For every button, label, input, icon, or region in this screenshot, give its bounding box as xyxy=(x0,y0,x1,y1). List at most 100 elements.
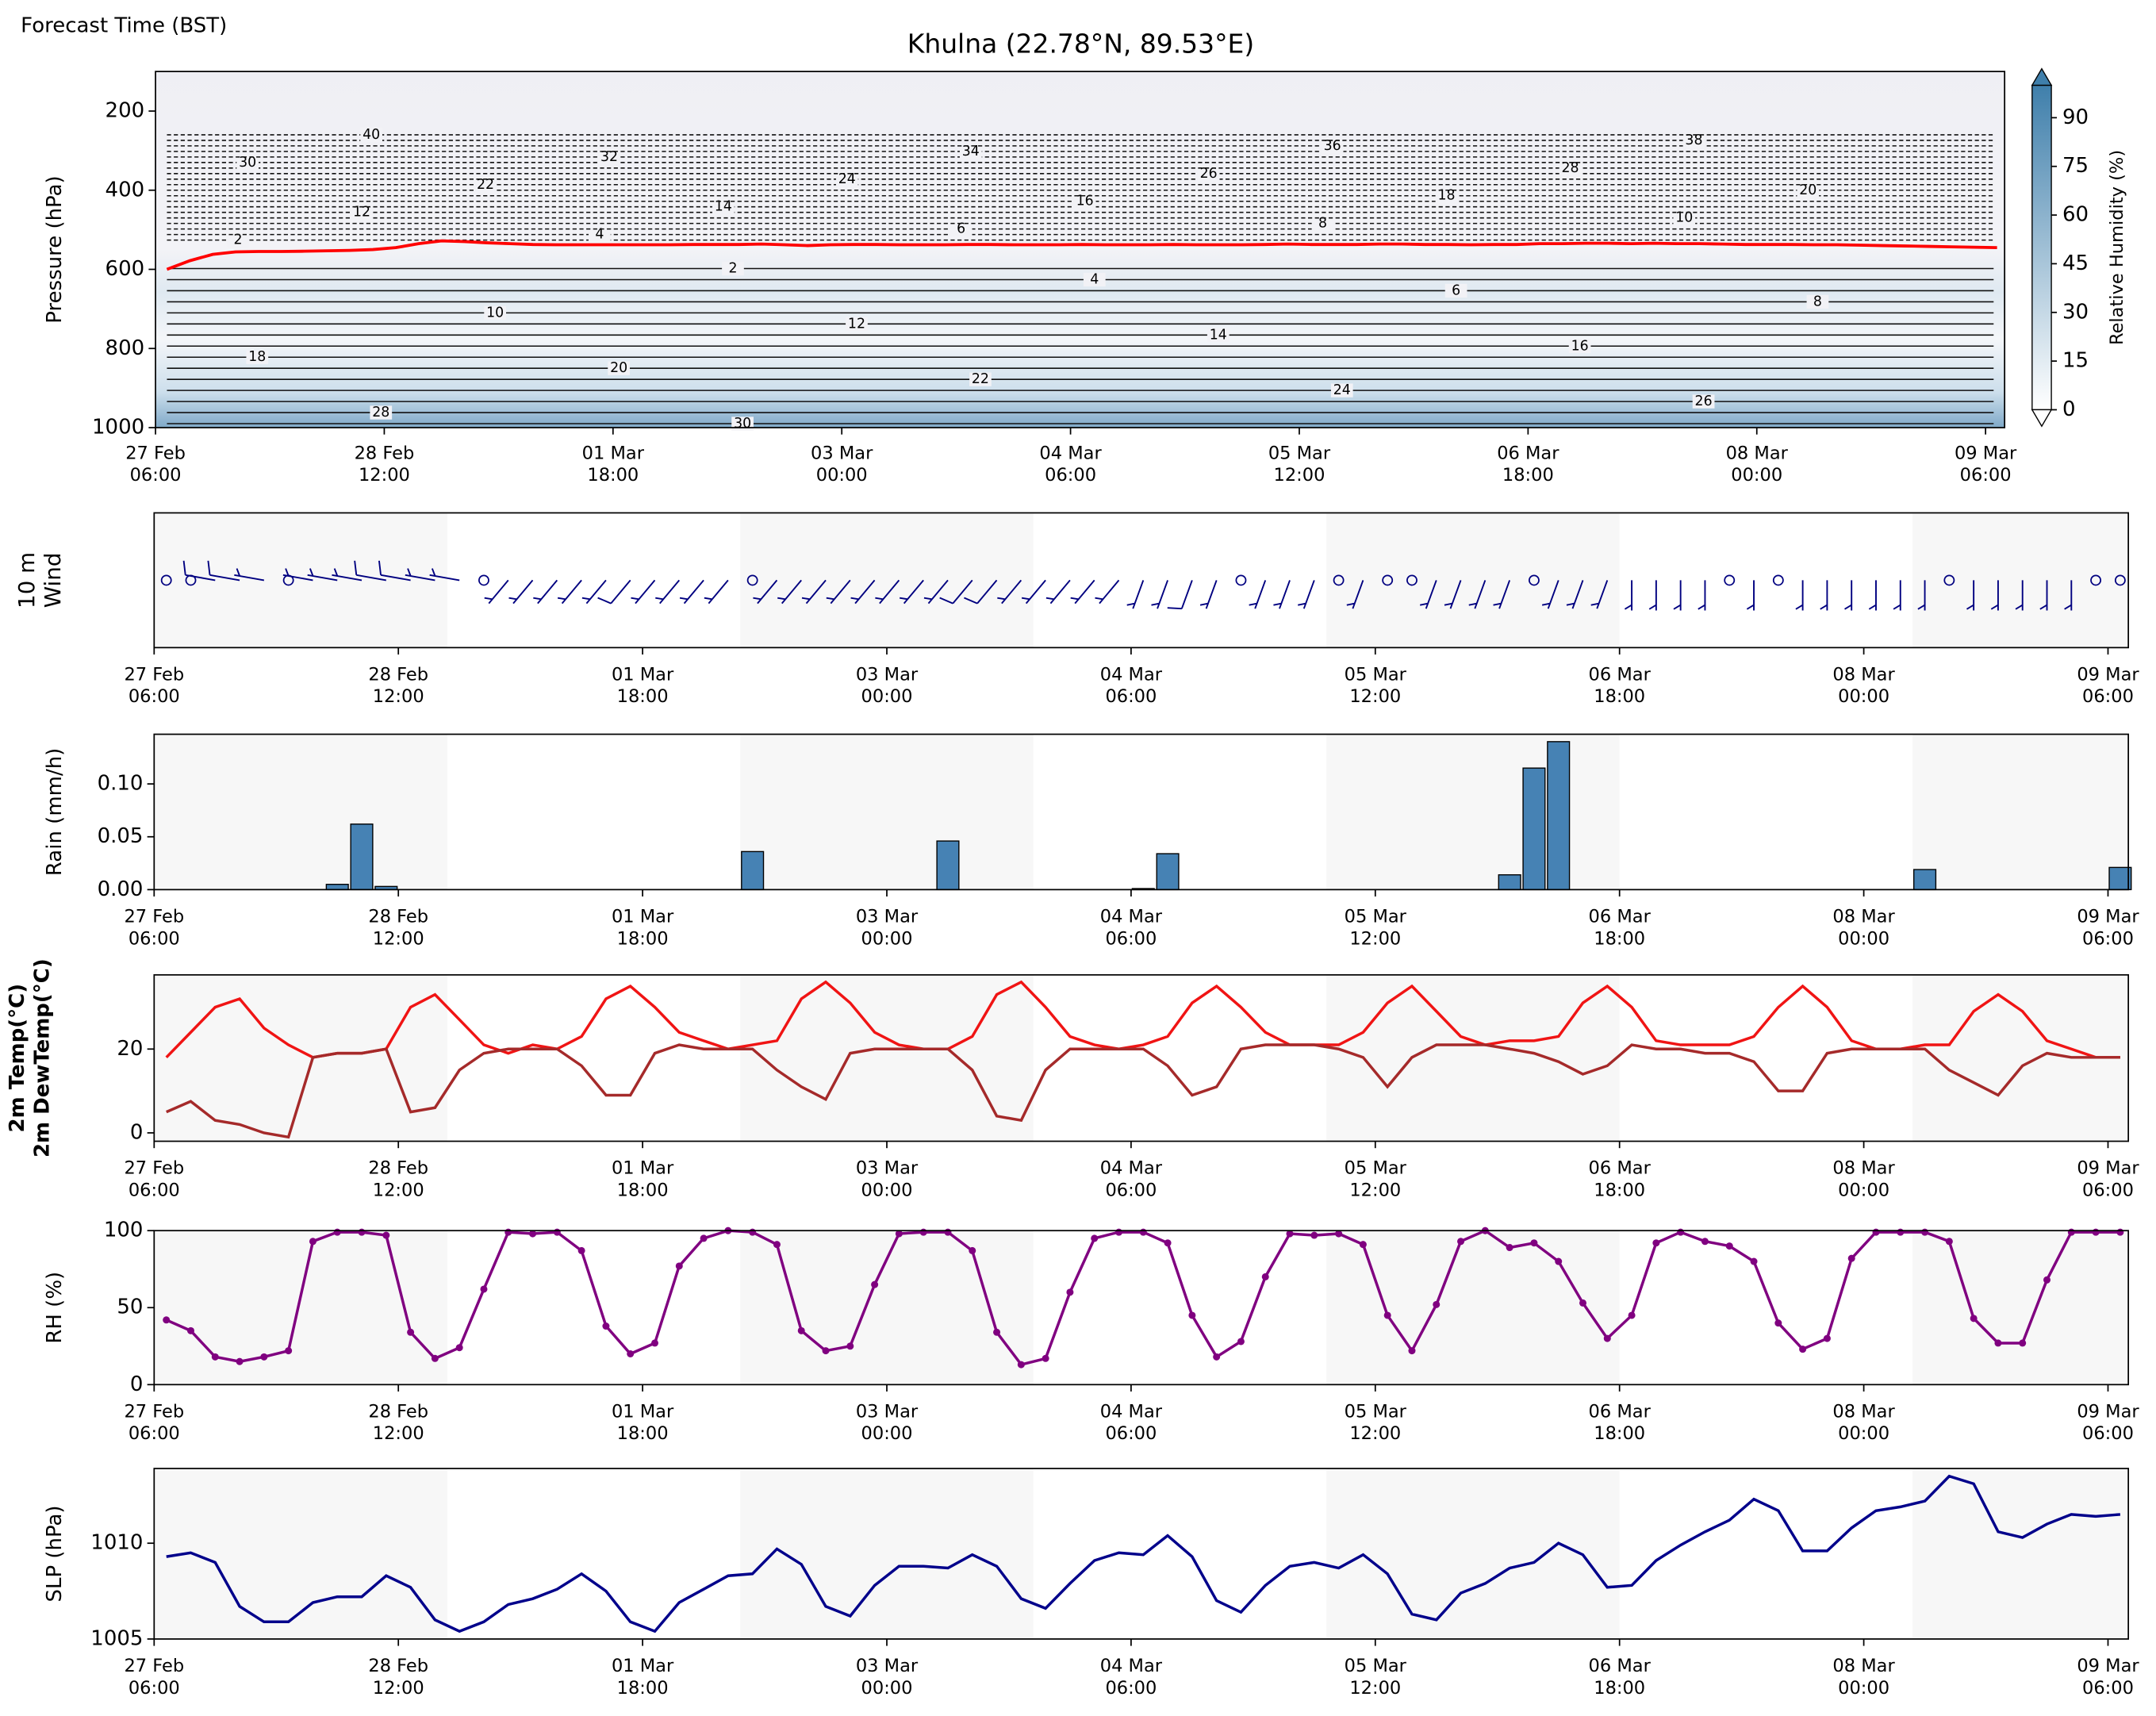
wind-barb xyxy=(2064,580,2073,611)
x-tick-label: 06:00 xyxy=(130,465,182,486)
colorbar-extend xyxy=(2031,67,2053,86)
point xyxy=(1310,1231,1318,1239)
isotherm-label: 24 xyxy=(838,171,856,187)
isotherm-label: 22 xyxy=(477,177,494,193)
isotherm-label: 8 xyxy=(1318,216,1327,232)
x-tick-label: 28 Feb xyxy=(355,443,415,463)
x-tick-label: 06 Mar xyxy=(1497,443,1559,463)
point xyxy=(1359,1241,1367,1249)
x-tick-label: 03 Mar xyxy=(856,664,919,685)
colorbar-tick-label: 90 xyxy=(2062,106,2089,129)
isotherm-label-bg xyxy=(969,372,992,386)
point xyxy=(1750,1257,1758,1265)
wind-calm xyxy=(1333,574,1345,586)
wind-barb xyxy=(484,579,509,605)
point xyxy=(1433,1300,1441,1308)
point xyxy=(1017,1361,1025,1369)
x-tick-label: 06 Mar xyxy=(1589,1401,1652,1422)
wind-barb xyxy=(1298,580,1315,609)
night-band xyxy=(1326,512,1620,648)
point xyxy=(1286,1230,1294,1238)
wind-barb xyxy=(1273,580,1291,609)
x-tick-label: 06:00 xyxy=(1960,465,2012,486)
isotherm-label: 2 xyxy=(234,232,243,248)
x-tick-label: 00:00 xyxy=(1838,1180,1889,1200)
wind-barb xyxy=(2039,580,2048,611)
point xyxy=(773,1241,781,1249)
x-tick-label: 28 Feb xyxy=(368,664,428,685)
wind-barb xyxy=(1126,580,1145,609)
point xyxy=(2067,1228,2075,1236)
x-tick-label: 05 Mar xyxy=(1345,664,1407,685)
x-tick-label: 12:00 xyxy=(359,465,410,486)
wind-calm xyxy=(746,574,758,586)
x-tick-label: 27 Feb xyxy=(124,907,184,927)
wind-barb xyxy=(1590,580,1609,609)
night-band xyxy=(740,974,1034,1142)
chart-title: Khulna (22.78°N, 89.53°E) xyxy=(907,29,1254,60)
isotherm-label: 30 xyxy=(734,416,751,432)
isotherm-label: 28 xyxy=(372,405,389,420)
isotherm-label: 32 xyxy=(600,149,618,165)
wind-barb xyxy=(850,579,876,605)
y-axis-label: 10 m xyxy=(13,552,40,608)
wind-calm xyxy=(160,574,172,586)
point xyxy=(504,1228,512,1236)
isotherm-label: 40 xyxy=(363,127,380,143)
point xyxy=(602,1323,610,1330)
wind-calm xyxy=(1382,574,1394,586)
x-tick-label: 06 Mar xyxy=(1589,1158,1652,1179)
night-band xyxy=(740,1468,1034,1639)
x-tick-label: 05 Mar xyxy=(1345,1158,1407,1179)
y-tick-label: 400 xyxy=(105,178,145,202)
wind-calm xyxy=(2114,574,2126,586)
wind-barb xyxy=(2015,580,2024,611)
y-axis-label: Pressure (hPa) xyxy=(43,175,67,323)
isotherm-label-bg xyxy=(588,227,611,242)
plot-frame xyxy=(155,71,2006,428)
isotherm-label-bg xyxy=(722,261,744,276)
wind-barb xyxy=(1868,580,1877,611)
point xyxy=(163,1316,171,1324)
y-tick-label: 0.05 xyxy=(98,824,144,848)
wind-barb xyxy=(1820,580,1828,611)
x-tick-label: 18:00 xyxy=(617,928,669,949)
colorbar-tick-label: 75 xyxy=(2062,154,2089,178)
point xyxy=(480,1285,488,1293)
colorbar-tick-label: 45 xyxy=(2062,251,2089,275)
x-tick-label: 00:00 xyxy=(861,686,913,707)
x-tick-label: 12:00 xyxy=(373,1423,424,1444)
x-tick-label: 00:00 xyxy=(1838,928,1889,949)
isotherm-label: 26 xyxy=(1200,166,1218,182)
plot-frame xyxy=(153,512,2130,649)
isotherm-label-bg xyxy=(1797,183,1820,198)
wind-barb xyxy=(307,568,338,582)
wind-barb xyxy=(875,579,900,605)
x-tick-label: 18:00 xyxy=(1594,686,1645,707)
x-tick-label: 06:00 xyxy=(2082,686,2134,707)
point xyxy=(1603,1334,1611,1342)
y-tick-label: 0.00 xyxy=(98,877,144,901)
point xyxy=(1897,1228,1905,1236)
wind-barb xyxy=(1990,580,1999,611)
point xyxy=(211,1353,219,1361)
y-tick-label: 0.10 xyxy=(98,772,144,796)
x-tick-label: 05 Mar xyxy=(1345,1401,1407,1422)
isotherm-label-bg xyxy=(835,172,858,186)
wind-barb xyxy=(557,579,582,605)
wind-barb xyxy=(1493,580,1511,609)
night-band xyxy=(1326,1468,1620,1639)
wind-calm xyxy=(478,574,489,586)
x-tick-label: 08 Mar xyxy=(1832,1656,1895,1676)
x-tick-label: 12:00 xyxy=(373,1180,424,1200)
isotherm-label-bg xyxy=(370,405,393,420)
y-tick-label: 1005 xyxy=(90,1626,143,1650)
night-band xyxy=(1912,512,2129,648)
wind-barb xyxy=(1468,580,1487,609)
point xyxy=(1994,1339,2002,1347)
colorbar xyxy=(2031,84,2052,411)
night-band xyxy=(154,1230,447,1385)
wind-calm xyxy=(1406,574,1418,586)
x-tick-label: 28 Feb xyxy=(368,1158,428,1179)
